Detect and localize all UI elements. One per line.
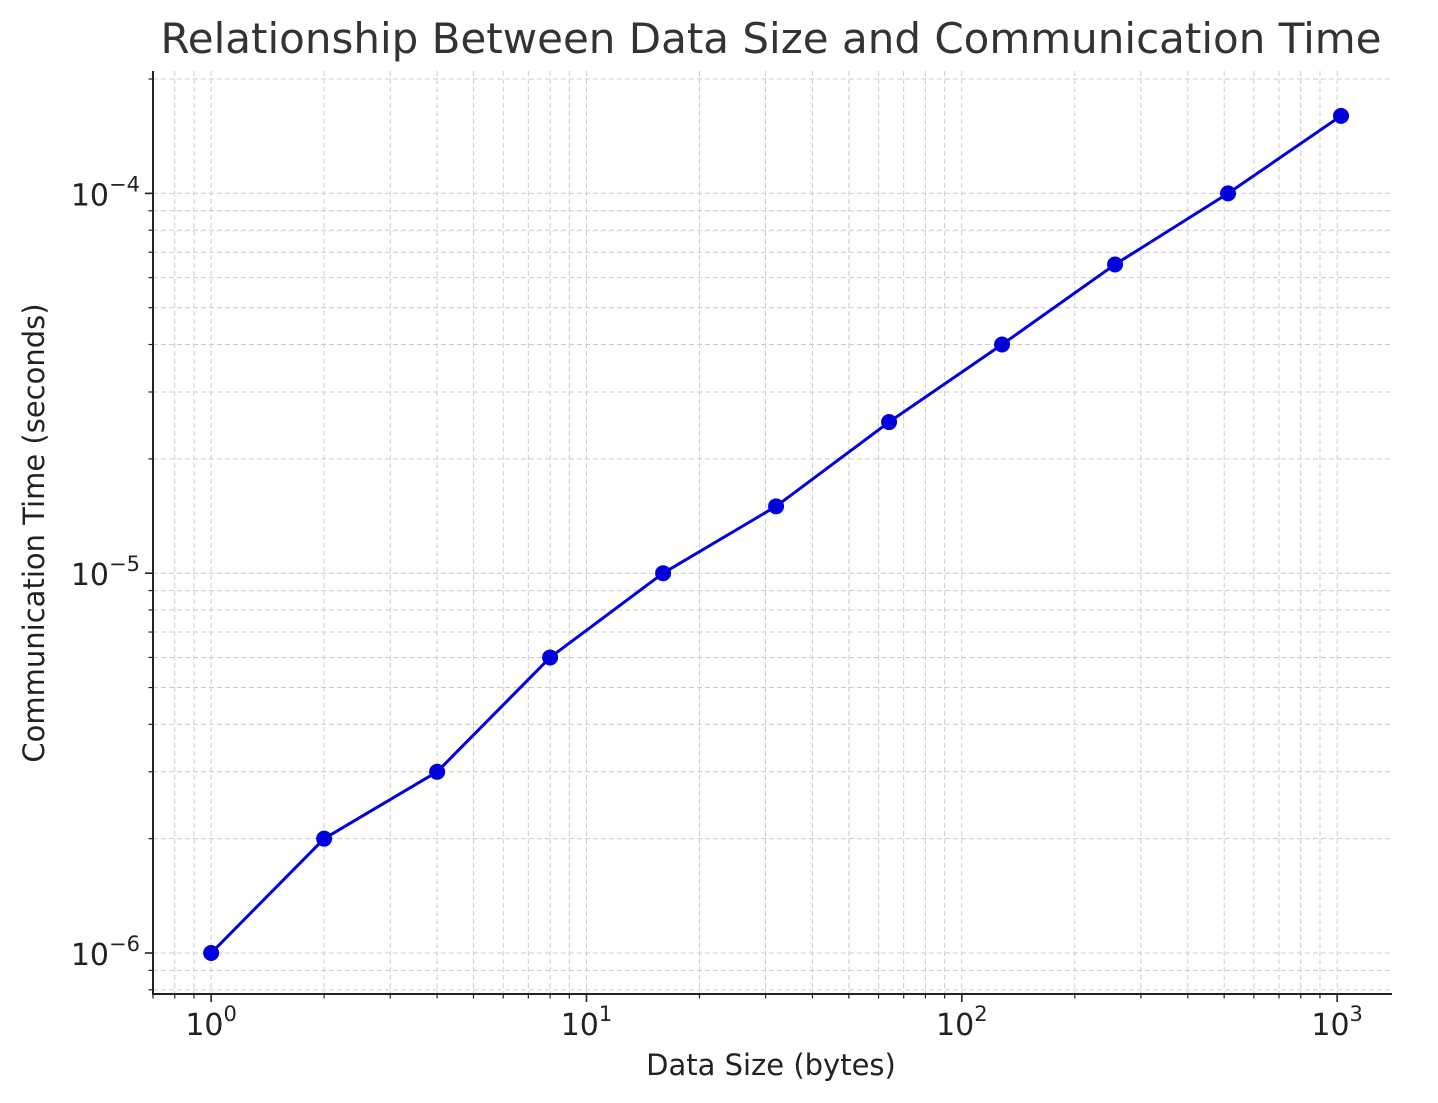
x-axis-label: Data Size (bytes): [646, 1048, 896, 1082]
data-point: [316, 830, 333, 847]
chart-title: Relationship Between Data Size and Commu…: [160, 14, 1381, 63]
x-tick-label: 102: [936, 1002, 988, 1043]
y-tick-label: 10−4: [71, 172, 140, 213]
y-tick-label: 10−5: [71, 552, 140, 593]
y-tick-label: 10−6: [71, 932, 140, 973]
data-point: [542, 649, 559, 666]
data-point: [203, 945, 220, 962]
data-point: [994, 336, 1011, 353]
data-point: [881, 414, 898, 431]
data-point: [429, 763, 446, 780]
data-point: [1333, 107, 1350, 124]
x-tick-label: 103: [1311, 1002, 1363, 1043]
axes-layer: [145, 71, 1392, 1002]
data-point: [768, 498, 785, 515]
data-point: [1220, 185, 1237, 202]
grid-layer: [152, 71, 1392, 994]
x-tick-label: 100: [185, 1002, 237, 1043]
series-layer: [203, 107, 1350, 962]
data-point: [1107, 256, 1124, 273]
x-tick-label: 101: [561, 1002, 613, 1043]
data-point: [655, 565, 672, 582]
y-axis-label: Communication Time (seconds): [17, 303, 51, 762]
series-line: [209, 114, 1343, 955]
labels-layer: Relationship Between Data Size and Commu…: [17, 14, 1382, 1082]
